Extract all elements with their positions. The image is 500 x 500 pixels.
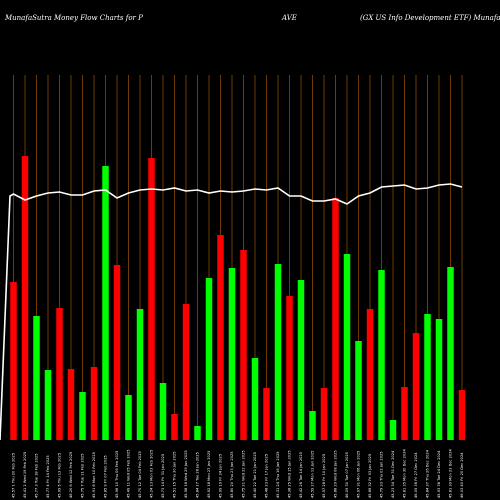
x-tick-label: 45.77 4 Fri 14 Feb 2025 (46, 455, 50, 498)
bar (332, 198, 339, 440)
x-tick-label: 45.96 10 Thu 06 Feb 2025 (115, 451, 119, 498)
x-tick-label: 46.09 30 Tue 07 Jan 2025 (345, 452, 349, 498)
bar (424, 314, 431, 440)
x-tick-label: 45.80 20 Thu 23 Jan 2025 (230, 451, 234, 498)
chart-title-right: (GX US Info Development ETF) MunafaSutra… (360, 14, 500, 22)
x-tick-label: 45.79 33 Thu 02 Jan 2025 (380, 451, 384, 498)
bar (205, 278, 213, 440)
x-tick-label: 45.81 35 Mon 30 Dec 2024 (403, 448, 407, 498)
x-tick-label: 45.85 9 Fri 07 Feb 2025 (104, 455, 108, 498)
bar (228, 268, 236, 440)
bar (389, 420, 397, 440)
x-tick-label: 45.91 8 Mon 10 Feb 2025 (92, 452, 96, 498)
bar (21, 156, 29, 440)
bar (67, 369, 75, 440)
bar (320, 388, 328, 440)
x-tick-label: 45.23 34 Tue 31 Dec 2024 (391, 450, 395, 498)
x-tick-label: 46.20 6 Wed 12 Feb 2025 (69, 452, 73, 498)
x-tick-label: 45.49 11 Wed 05 Feb 2025 (127, 450, 131, 499)
bar (33, 316, 40, 440)
x-tick-label: 45.66 32 Fri 03 Jan 2025 (368, 454, 372, 498)
bar (182, 304, 190, 440)
bar (355, 341, 362, 440)
bar (44, 370, 52, 440)
x-tick-label: 45.31 24 Thu 16 Jan 2025 (276, 451, 280, 498)
bar (136, 309, 144, 440)
x-tick-label: 45.38 25 Wed 15 Jan 2025 (288, 450, 292, 498)
bar (102, 166, 109, 440)
x-tick-label: 45.73 14 Fri 31 Jan 2025 (161, 454, 165, 498)
bar (10, 282, 17, 440)
x-tick-label: 45.42 26 Tue 14 Jan 2025 (299, 452, 303, 498)
bar (194, 426, 201, 440)
bar (113, 265, 121, 440)
x-tick-label: 45.70 12 Tue 04 Feb 2025 (138, 451, 142, 498)
bar (401, 387, 408, 440)
bar (412, 333, 420, 440)
x-tick-label: 45.75 7 Tue 11 Feb 2025 (81, 453, 85, 498)
bar (217, 235, 224, 440)
bar (378, 270, 385, 440)
x-tick-label: 45.59 27 Mon 13 Jan 2025 (311, 451, 315, 498)
x-tick-label: 45.84 17 Tue 28 Jan 2025 (196, 452, 200, 498)
x-tick-label: 45.41 2 Wed 19 Feb 2025 (23, 452, 27, 498)
x-tick-label: 45.88 29 Wed 08 Jan 2025 (334, 450, 338, 498)
bar (343, 254, 351, 440)
x-tick-label: 46.05 36 Fri 27 Dec 2024 (414, 452, 418, 498)
x-tick-label: 45.99 19 Fri 24 Jan 2025 (219, 454, 223, 498)
chart-title-middle: AVE (281, 14, 297, 22)
bar-series (10, 156, 466, 440)
bar (297, 280, 305, 440)
x-tick-label: 45.77 3 Tue 18 Feb 2025 (35, 453, 39, 498)
x-tick-labels: 45.57 1 Thu 20 Feb 2025 45.41 2 Wed 19 Fe… (12, 448, 465, 498)
bar (159, 383, 167, 440)
x-tick-label: 46.03 40 Fri 20 Dec 2024 (460, 452, 464, 498)
x-tick-label: 45.40 22 Tue 21 Jan 2025 (253, 452, 257, 498)
bar (148, 158, 155, 440)
bar (366, 309, 374, 440)
bar (251, 358, 259, 440)
bar (90, 367, 98, 440)
bar (56, 308, 63, 440)
bar (286, 296, 293, 440)
x-tick-label: 45.93 38 Tue 24 Dec 2024 (437, 450, 441, 498)
bar (309, 411, 316, 440)
bar (240, 250, 247, 440)
bar (447, 267, 454, 440)
bar (435, 319, 443, 440)
x-tick-label: 45.97 31 Mon 06 Jan 2025 (357, 451, 361, 498)
x-tick-label: 45.99 5 Thu 13 Feb 2025 (58, 453, 62, 498)
x-tick-label: 45.57 1 Thu 20 Feb 2025 (12, 453, 16, 498)
chart-title-left: MunafaSutra Money Flow Charts for P (4, 14, 143, 22)
bar (263, 388, 270, 440)
bar (458, 390, 466, 440)
x-tick-label: 45.58 16 Wed 29 Jan 2025 (184, 450, 188, 498)
x-tick-label: 45.24 13 Mon 03 Feb 2025 (150, 450, 154, 498)
x-tick-label: 45.48 23 Fri 17 Jan 2025 (265, 454, 269, 498)
bar (171, 414, 178, 440)
bar (125, 395, 132, 440)
x-tick-label: 45.75 21 Wed 22 Jan 2025 (242, 450, 246, 498)
x-tick-label: 45.81 39 Mon 23 Dec 2024 (449, 448, 453, 498)
x-tick-label: 45.51 15 Thu 30 Jan 2025 (173, 451, 177, 498)
x-tick-label: 45.92 18 Mon 27 Jan 2025 (207, 451, 211, 498)
x-tick-label: 45.57 28 Fri 10 Jan 2025 (322, 454, 326, 498)
price-line (0, 183, 463, 441)
x-tick-label: 45.84 37 Thu 26 Dec 2024 (426, 449, 430, 498)
bar (79, 392, 86, 440)
bar (274, 264, 282, 440)
